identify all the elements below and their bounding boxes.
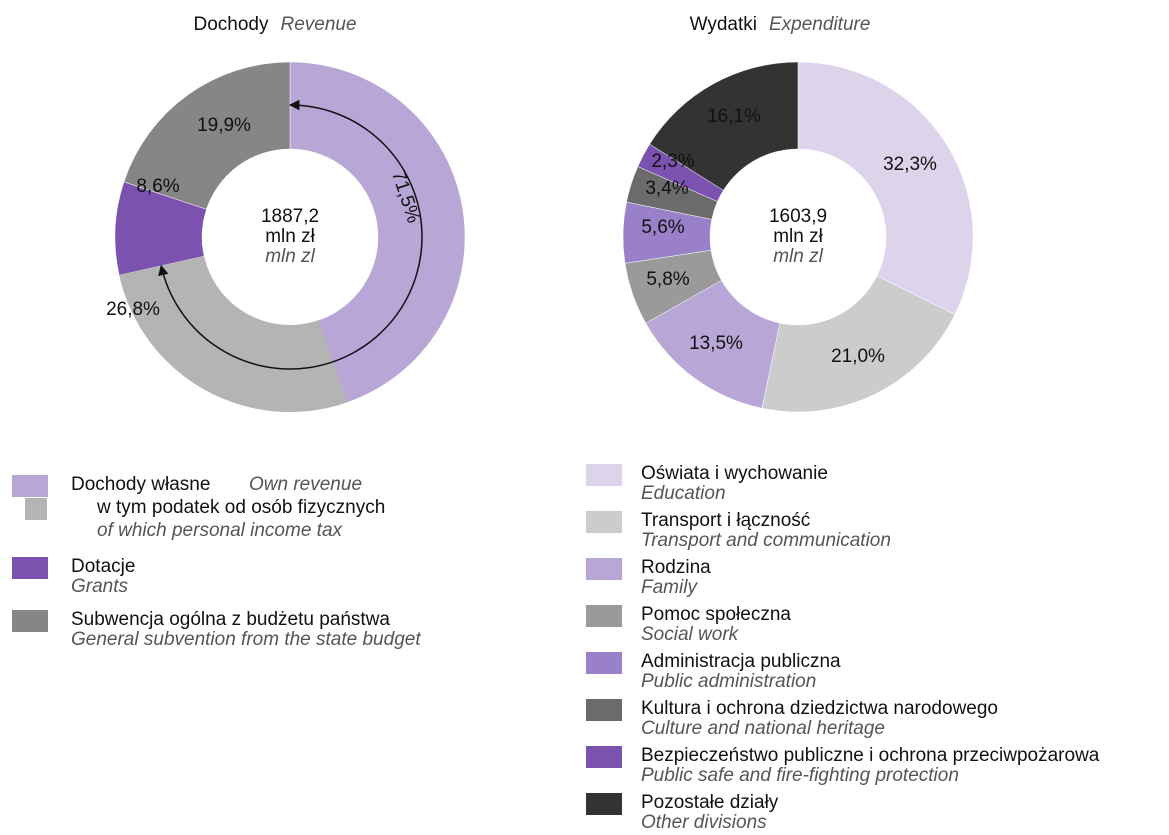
- center-label: mln zl: [773, 246, 823, 267]
- value-label: 2,3%: [651, 151, 694, 172]
- legend-label: Rodzina: [641, 557, 711, 578]
- center-label: mln zl: [265, 246, 315, 267]
- donut-segment: [761, 275, 956, 413]
- legend-label: Administracja publiczna: [641, 651, 841, 672]
- legend-label: Dotacje: [71, 556, 135, 577]
- legend-swatch: [586, 652, 622, 674]
- legend-label-en: Public safe and fire-fighting protection: [641, 765, 959, 786]
- legend-label-en: Transport and communication: [641, 530, 891, 551]
- legend-swatch: [586, 605, 622, 627]
- legend-label: Subwencja ogólna z budżetu państwa: [71, 609, 390, 630]
- legend-label-en: of which personal income tax: [97, 520, 344, 541]
- title-pl: Dochody: [193, 14, 268, 35]
- center-label: 1603,9: [769, 206, 827, 227]
- value-label: 5,6%: [641, 217, 684, 238]
- legend-swatch: [586, 558, 622, 580]
- value-label: 16,1%: [707, 106, 761, 127]
- chart-title: Dochody Revenue: [193, 14, 356, 35]
- legend-label-en: Culture and national heritage: [641, 718, 885, 739]
- legend-label-en: Other divisions: [641, 812, 767, 833]
- sub-value-label: 26,8%: [106, 299, 160, 320]
- donut-segment: [797, 61, 974, 315]
- center-label: mln zł: [773, 226, 823, 247]
- legend-label-en: Family: [641, 577, 698, 598]
- legend-swatch: [586, 793, 622, 815]
- legend-label: w tym podatek od osób fizycznych: [96, 497, 385, 518]
- arrow: [158, 99, 423, 370]
- legend-swatch: [12, 557, 48, 579]
- value-label: 21,0%: [831, 346, 885, 367]
- legend-swatch: [586, 464, 622, 486]
- legend-label: Transport i łączność: [641, 510, 810, 531]
- legend-label: Oświata i wychowanie: [641, 463, 828, 484]
- legend-label-en: Social work: [641, 624, 740, 645]
- legend-label: Pozostałe działy: [641, 792, 779, 813]
- value-label: 13,5%: [689, 333, 743, 354]
- center-label: 1887,2: [261, 206, 319, 227]
- chart-title: Wydatki Expenditure: [690, 14, 871, 35]
- legend-label-en: Education: [641, 483, 726, 504]
- value-label: 3,4%: [645, 178, 688, 199]
- value-label: 32,3%: [883, 154, 937, 175]
- title-pl: Wydatki: [690, 14, 757, 35]
- value-label: 5,8%: [646, 269, 689, 290]
- legend-label-en: Grants: [71, 576, 129, 597]
- legend-label-en: Own revenue: [249, 474, 362, 495]
- legend-label-en: General subvention from the state budget: [71, 629, 421, 650]
- legend-swatch: [586, 511, 622, 533]
- legend-swatch: [12, 475, 48, 497]
- legend-swatch: [25, 498, 47, 520]
- value-label: 19,9%: [197, 115, 251, 136]
- legend-label-en: Public administration: [641, 671, 816, 692]
- legend-label: Bezpieczeństwo publiczne i ochrona przec…: [641, 745, 1100, 766]
- center-label: mln zł: [265, 226, 315, 247]
- legend-label: Kultura i ochrona dziedzictwa narodowego: [641, 698, 998, 719]
- legend-swatch: [586, 699, 622, 721]
- legend-swatch: [586, 746, 622, 768]
- donut-subsegment: [119, 256, 348, 413]
- value-label: 8,6%: [136, 176, 179, 197]
- title-en: Revenue: [280, 14, 356, 35]
- donut-segment: [649, 61, 799, 191]
- title-en: Expenditure: [769, 14, 870, 35]
- legend-label: Pomoc społeczna: [641, 604, 791, 625]
- legend-swatch: [12, 610, 48, 632]
- legend-label: Dochody własne: [71, 474, 210, 495]
